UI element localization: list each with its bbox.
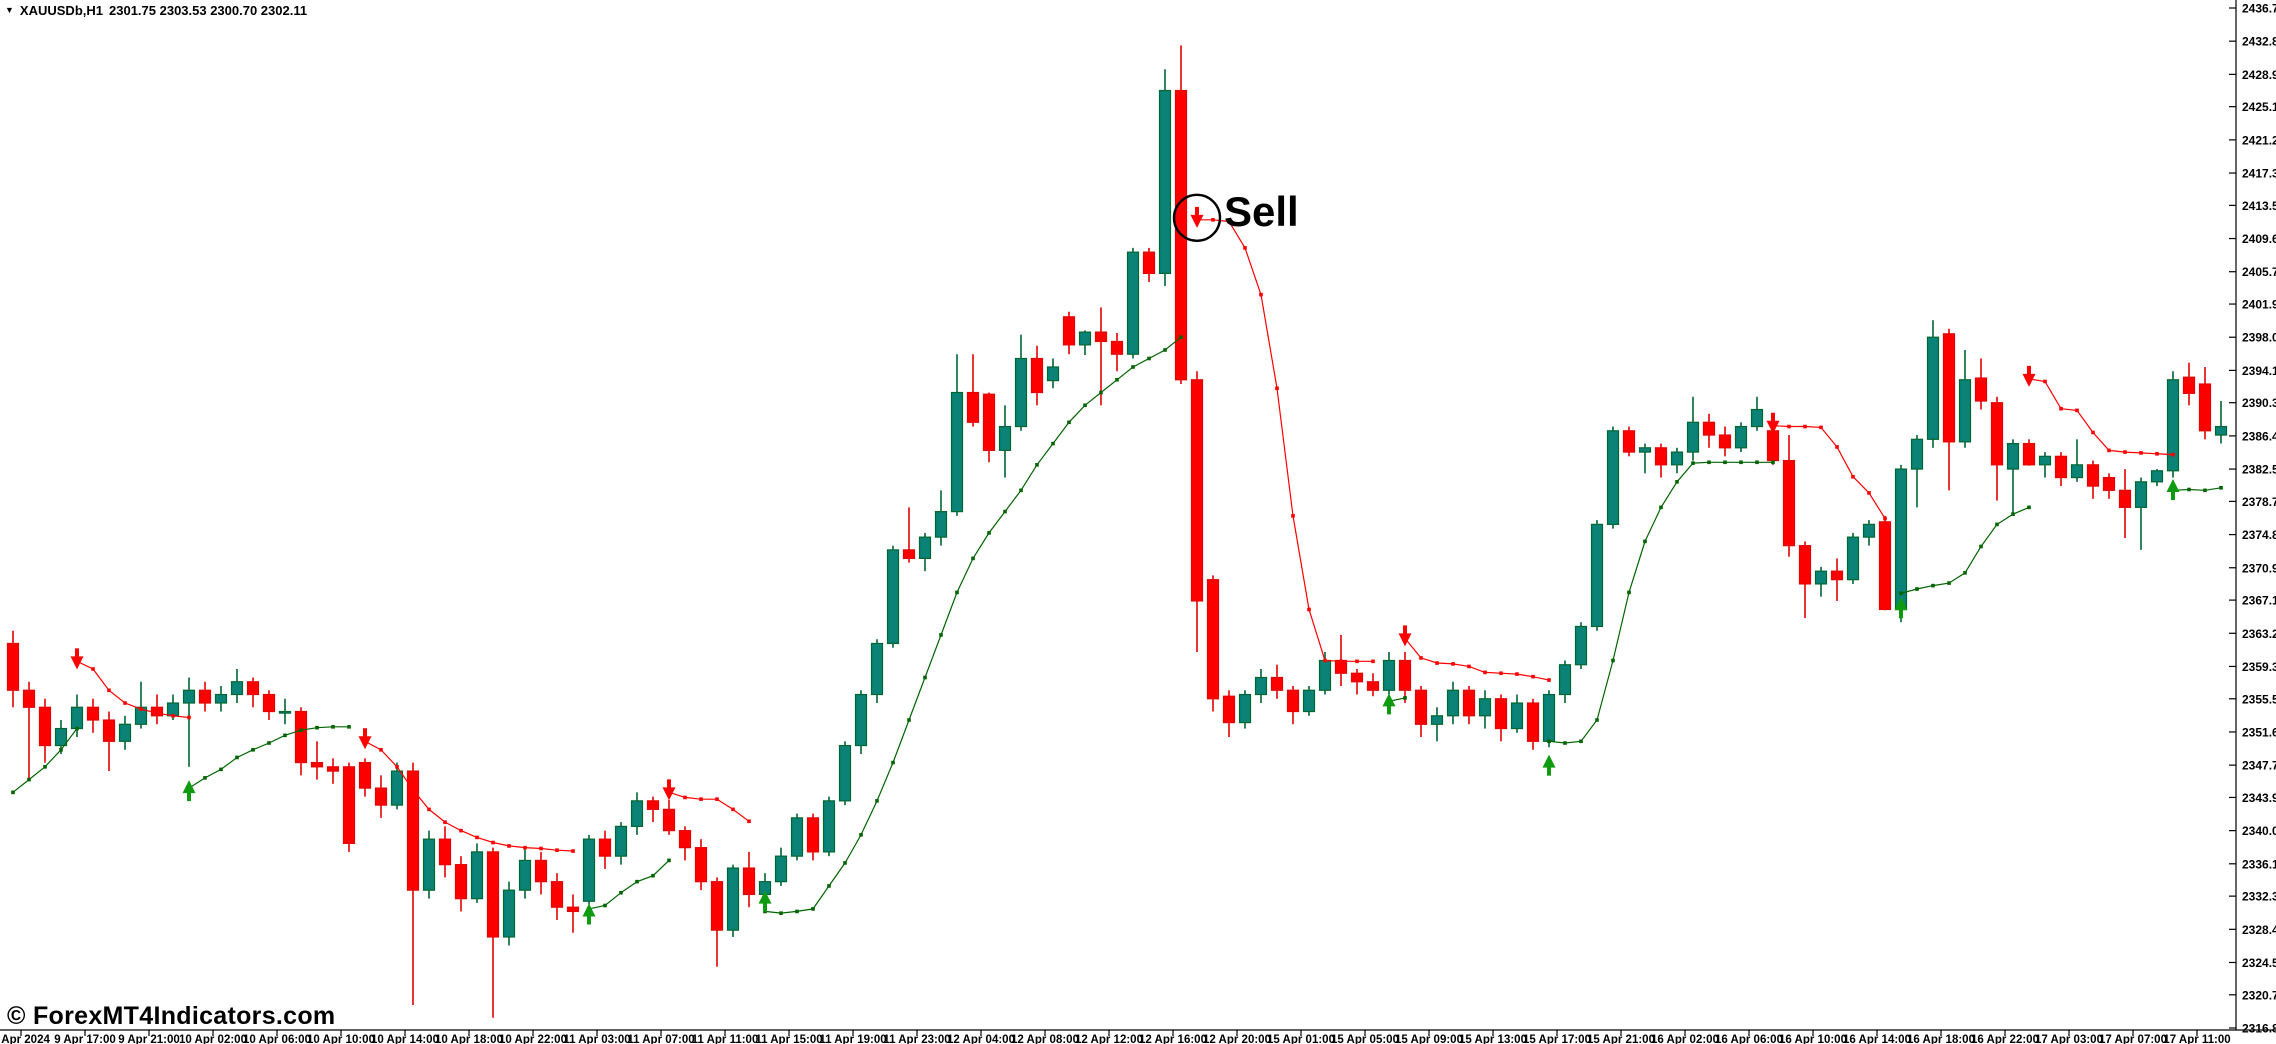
svg-text:16 Apr 10:00: 16 Apr 10:00 — [1779, 1034, 1847, 1044]
svg-text:2336.10: 2336.10 — [2242, 857, 2276, 871]
svg-text:15 Apr 21:00: 15 Apr 21:00 — [1587, 1034, 1655, 1044]
svg-text:2374.80: 2374.80 — [2242, 528, 2276, 542]
svg-text:2436.70: 2436.70 — [2242, 2, 2276, 16]
svg-text:10 Apr 18:00: 10 Apr 18:00 — [435, 1034, 503, 1044]
symbol-dropdown-icon[interactable]: ▼ — [5, 5, 14, 15]
svg-text:10 Apr 22:00: 10 Apr 22:00 — [499, 1034, 567, 1044]
svg-text:2417.30: 2417.30 — [2242, 167, 2276, 181]
svg-text:9 Apr 17:00: 9 Apr 17:00 — [54, 1034, 116, 1044]
svg-text:2421.20: 2421.20 — [2242, 133, 2276, 147]
svg-text:10 Apr 02:00: 10 Apr 02:00 — [179, 1034, 247, 1044]
svg-text:15 Apr 01:00: 15 Apr 01:00 — [1267, 1034, 1335, 1044]
svg-text:2343.90: 2343.90 — [2242, 791, 2276, 805]
svg-text:17 Apr 03:00: 17 Apr 03:00 — [2035, 1034, 2103, 1044]
sell-annotation: Sell — [1172, 188, 1299, 243]
svg-text:2386.40: 2386.40 — [2242, 429, 2276, 443]
price-axis: 2436.70 2432.80 2428.90 2425.10 2421.20 2417.… — [2229, 0, 2276, 1035]
svg-text:2394.10: 2394.10 — [2242, 364, 2276, 378]
svg-text:16 Apr 02:00: 16 Apr 02:00 — [1651, 1034, 1719, 1044]
svg-text:11 Apr 07:00: 11 Apr 07:00 — [627, 1034, 694, 1044]
svg-text:2328.40: 2328.40 — [2242, 923, 2276, 937]
svg-text:15 Apr 09:00: 15 Apr 09:00 — [1395, 1034, 1463, 1044]
svg-text:2432.80: 2432.80 — [2242, 35, 2276, 49]
svg-text:2390.30: 2390.30 — [2242, 396, 2276, 410]
svg-text:2332.30: 2332.30 — [2242, 890, 2276, 904]
svg-text:2347.70: 2347.70 — [2242, 759, 2276, 773]
svg-text:11 Apr 19:00: 11 Apr 19:00 — [819, 1034, 886, 1044]
symbol-timeframe-label: XAUUSDb,H1 — [19, 3, 103, 18]
sell-label: Sell — [1224, 188, 1299, 235]
candles-layer — [6, 45, 2228, 1018]
svg-text:2405.70: 2405.70 — [2242, 265, 2276, 279]
svg-text:2378.70: 2378.70 — [2242, 495, 2276, 509]
svg-text:10 Apr 14:00: 10 Apr 14:00 — [371, 1034, 439, 1044]
symbol-info-bar: ▼ XAUUSDb,H1 2301.75 2303.53 2300.70 230… — [5, 3, 307, 18]
trend-lines-layer — [11, 218, 2223, 915]
svg-text:11 Apr 15:00: 11 Apr 15:00 — [755, 1034, 822, 1044]
svg-text:17 Apr 11:00: 17 Apr 11:00 — [2163, 1034, 2230, 1044]
svg-text:9 Apr 21:00: 9 Apr 21:00 — [118, 1034, 180, 1044]
svg-text:2401.90: 2401.90 — [2242, 298, 2276, 312]
svg-text:12 Apr 08:00: 12 Apr 08:00 — [1011, 1034, 1079, 1044]
svg-text:16 Apr 18:00: 16 Apr 18:00 — [1907, 1034, 1975, 1044]
svg-text:12 Apr 20:00: 12 Apr 20:00 — [1203, 1034, 1271, 1044]
svg-text:2351.60: 2351.60 — [2242, 725, 2276, 739]
svg-text:16 Apr 06:00: 16 Apr 06:00 — [1715, 1034, 1783, 1044]
svg-text:15 Apr 17:00: 15 Apr 17:00 — [1523, 1034, 1591, 1044]
svg-text:2324.50: 2324.50 — [2242, 956, 2276, 970]
svg-text:15 Apr 13:00: 15 Apr 13:00 — [1459, 1034, 1527, 1044]
svg-text:12 Apr 16:00: 12 Apr 16:00 — [1139, 1034, 1207, 1044]
svg-text:2428.90: 2428.90 — [2242, 68, 2276, 82]
signal-arrows-layer — [70, 206, 2180, 925]
svg-text:11 Apr 11:00: 11 Apr 11:00 — [692, 1034, 759, 1044]
watermark-text: © ForexMT4Indicators.com — [7, 1002, 336, 1030]
svg-text:9 Apr 2024: 9 Apr 2024 — [0, 1034, 50, 1044]
svg-text:15 Apr 05:00: 15 Apr 05:00 — [1331, 1034, 1399, 1044]
svg-text:2316.80: 2316.80 — [2242, 1021, 2276, 1035]
svg-text:2340.00: 2340.00 — [2242, 824, 2276, 838]
svg-text:2370.90: 2370.90 — [2242, 561, 2276, 575]
svg-text:2320.70: 2320.70 — [2242, 988, 2276, 1002]
svg-text:16 Apr 14:00: 16 Apr 14:00 — [1843, 1034, 1911, 1044]
svg-text:12 Apr 04:00: 12 Apr 04:00 — [947, 1034, 1015, 1044]
svg-text:2413.50: 2413.50 — [2242, 199, 2276, 213]
svg-text:12 Apr 12:00: 12 Apr 12:00 — [1075, 1034, 1143, 1044]
svg-text:11 Apr 03:00: 11 Apr 03:00 — [563, 1034, 630, 1044]
svg-text:2409.60: 2409.60 — [2242, 232, 2276, 246]
svg-text:10 Apr 06:00: 10 Apr 06:00 — [243, 1034, 311, 1044]
svg-text:17 Apr 07:00: 17 Apr 07:00 — [2099, 1034, 2167, 1044]
svg-text:2363.20: 2363.20 — [2242, 627, 2276, 641]
svg-text:2382.50: 2382.50 — [2242, 463, 2276, 477]
symbol-ohlc-values: 2301.75 2303.53 2300.70 2302.11 — [109, 3, 308, 18]
svg-text:2359.30: 2359.30 — [2242, 660, 2276, 674]
svg-text:16 Apr 22:00: 16 Apr 22:00 — [1971, 1034, 2039, 1044]
svg-text:11 Apr 23:00: 11 Apr 23:00 — [883, 1034, 950, 1044]
svg-text:2367.10: 2367.10 — [2242, 594, 2276, 608]
svg-text:2425.10: 2425.10 — [2242, 100, 2276, 114]
svg-text:10 Apr 10:00: 10 Apr 10:00 — [307, 1034, 375, 1044]
svg-text:2355.50: 2355.50 — [2242, 692, 2276, 706]
svg-text:2398.00: 2398.00 — [2242, 331, 2276, 345]
